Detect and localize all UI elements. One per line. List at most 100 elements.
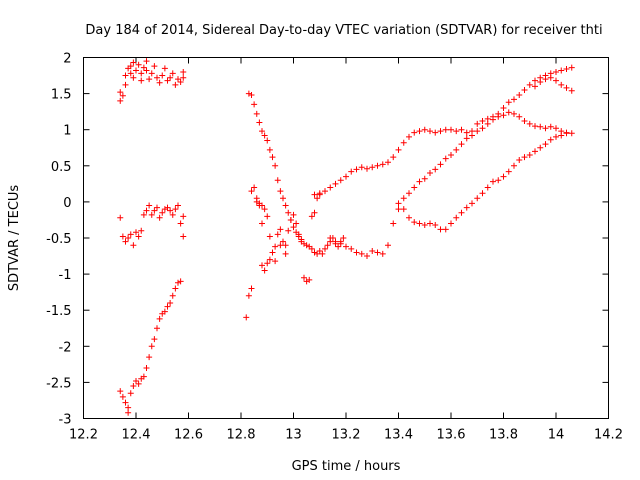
data-point bbox=[505, 168, 512, 175]
data-point bbox=[406, 214, 412, 221]
data-point bbox=[479, 190, 486, 197]
data-point bbox=[280, 238, 286, 245]
data-point bbox=[167, 74, 174, 81]
chart-title: Day 184 of 2014, Sidereal Day-to-day VTE… bbox=[85, 23, 602, 38]
data-point bbox=[558, 67, 565, 74]
data-point bbox=[308, 245, 315, 252]
data-point bbox=[500, 105, 507, 112]
data-point bbox=[119, 393, 126, 400]
y-axis: -3 -2.5 -2 -1.5 -1 -0.5 0 0.5 1 1.5 2 bbox=[46, 52, 609, 428]
data-point bbox=[521, 154, 528, 161]
data-point bbox=[130, 74, 137, 81]
x-tick-label: 12.4 bbox=[122, 428, 151, 443]
series-0 bbox=[117, 58, 187, 104]
data-point bbox=[140, 211, 147, 218]
data-point bbox=[314, 250, 321, 257]
data-point bbox=[495, 110, 502, 117]
data-point bbox=[448, 151, 454, 158]
data-point bbox=[448, 126, 454, 133]
data-point bbox=[272, 162, 279, 169]
x-tick-label: 13 bbox=[285, 428, 302, 443]
data-point bbox=[277, 226, 284, 233]
data-point bbox=[416, 220, 423, 227]
y-tick-label: 0 bbox=[63, 196, 71, 211]
data-point bbox=[474, 120, 481, 127]
data-point bbox=[151, 336, 158, 343]
data-point bbox=[130, 59, 137, 66]
data-point bbox=[379, 250, 386, 257]
data-point bbox=[395, 146, 402, 153]
data-point bbox=[167, 207, 174, 214]
data-point bbox=[532, 123, 538, 130]
data-point bbox=[256, 119, 263, 126]
data-point bbox=[542, 141, 549, 148]
data-point bbox=[385, 159, 391, 166]
series-6 bbox=[327, 64, 575, 260]
data-point bbox=[406, 133, 412, 140]
data-point bbox=[135, 380, 142, 387]
data-point bbox=[400, 139, 407, 146]
data-point bbox=[125, 235, 132, 241]
x-tick-label: 13.6 bbox=[437, 428, 466, 443]
data-point bbox=[505, 109, 512, 116]
data-point bbox=[400, 195, 407, 202]
data-point bbox=[358, 164, 365, 171]
data-point bbox=[463, 204, 470, 211]
data-point bbox=[537, 123, 544, 130]
data-point bbox=[463, 129, 470, 136]
data-point bbox=[322, 245, 328, 252]
data-point bbox=[274, 231, 281, 238]
data-point bbox=[151, 63, 158, 70]
data-point bbox=[127, 70, 134, 77]
data-point bbox=[154, 204, 160, 211]
data-point bbox=[516, 92, 523, 99]
data-point bbox=[164, 77, 171, 84]
data-point bbox=[364, 165, 370, 172]
data-point bbox=[374, 249, 381, 256]
data-point bbox=[140, 64, 147, 71]
data-point bbox=[442, 155, 449, 162]
data-point bbox=[332, 180, 339, 187]
data-point bbox=[177, 220, 184, 227]
data-point bbox=[453, 214, 460, 221]
data-point bbox=[442, 226, 449, 233]
data-point bbox=[337, 240, 344, 247]
data-point bbox=[400, 206, 407, 213]
y-tick-label: 2 bbox=[63, 52, 71, 67]
data-point bbox=[421, 126, 428, 133]
data-point bbox=[484, 120, 491, 127]
data-point bbox=[406, 190, 412, 197]
data-point bbox=[453, 128, 460, 135]
data-point bbox=[411, 184, 418, 191]
data-point bbox=[261, 267, 268, 274]
data-point bbox=[290, 224, 297, 231]
data-point bbox=[353, 249, 360, 256]
y-tick-label: 1.5 bbox=[51, 88, 72, 103]
data-point bbox=[138, 227, 145, 234]
data-point bbox=[364, 253, 370, 260]
x-tick-label: 14 bbox=[548, 428, 565, 443]
data-point bbox=[437, 128, 444, 135]
series-7 bbox=[395, 130, 570, 233]
data-point bbox=[133, 377, 139, 384]
data-point bbox=[353, 166, 360, 173]
data-point bbox=[122, 81, 129, 88]
data-point bbox=[411, 219, 418, 226]
data-point bbox=[251, 101, 258, 108]
data-point bbox=[563, 66, 570, 73]
data-point bbox=[348, 168, 355, 175]
data-point bbox=[146, 76, 153, 83]
data-point bbox=[558, 132, 565, 139]
data-point bbox=[161, 206, 168, 213]
data-point bbox=[154, 325, 160, 332]
data-point bbox=[311, 191, 318, 198]
data-point bbox=[526, 81, 533, 88]
data-point bbox=[303, 242, 310, 249]
data-point bbox=[180, 68, 187, 75]
data-point bbox=[479, 118, 486, 125]
x-axis-label: GPS time / hours bbox=[292, 459, 401, 474]
data-point bbox=[469, 128, 475, 135]
data-point bbox=[537, 79, 544, 86]
data-point bbox=[169, 211, 176, 218]
series-4 bbox=[243, 184, 323, 321]
